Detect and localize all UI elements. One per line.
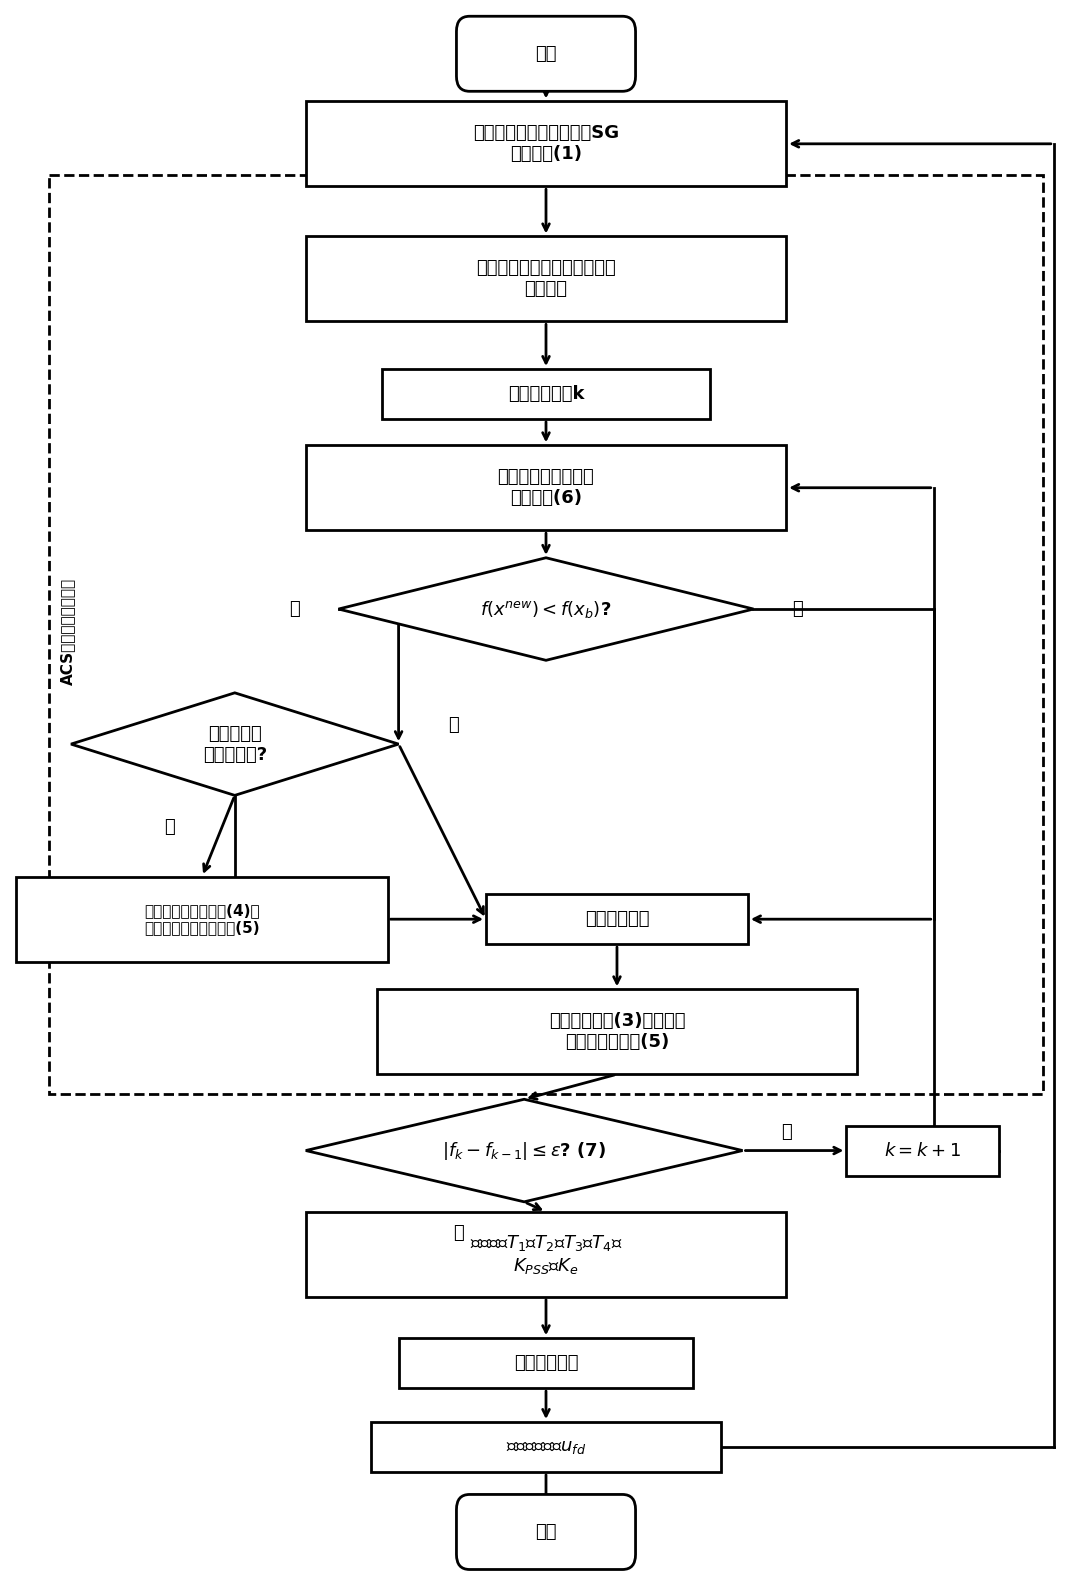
Text: 是: 是 xyxy=(453,1224,464,1242)
Text: 第一个搜索
移动已开始?: 第一个搜索 移动已开始? xyxy=(203,725,266,764)
Text: 输入电网频率偏差，建立SG
优化模型(1): 输入电网频率偏差，建立SG 优化模型(1) xyxy=(473,125,619,163)
Bar xyxy=(377,989,857,1074)
FancyBboxPatch shape xyxy=(456,16,636,92)
Text: 执行探索移动: 执行探索移动 xyxy=(584,910,650,929)
Bar xyxy=(399,1338,693,1387)
Text: 进行励磁调节: 进行励磁调节 xyxy=(513,1354,579,1372)
Text: 输出励磁电压$u_{fd}$: 输出励磁电压$u_{fd}$ xyxy=(506,1438,586,1455)
Bar xyxy=(306,1212,786,1297)
Text: 否: 否 xyxy=(781,1123,792,1141)
Bar xyxy=(846,1125,999,1175)
Text: 缩小优化变量的步长(4)，
确定新的搜索移动方向(5): 缩小优化变量的步长(4)， 确定新的搜索移动方向(5) xyxy=(144,903,260,935)
Text: 否: 否 xyxy=(164,818,175,835)
Text: 是: 是 xyxy=(792,600,803,619)
Text: 是: 是 xyxy=(448,717,459,734)
Text: 根据优化变量约束条件初始化
算法参数: 根据优化变量约束条件初始化 算法参数 xyxy=(476,259,616,299)
Bar xyxy=(49,176,1043,1095)
Bar xyxy=(486,894,748,944)
Bar xyxy=(306,101,786,187)
Text: 执行模式移动(3)，确定新
的搜索移动方向(5): 执行模式移动(3)，确定新 的搜索移动方向(5) xyxy=(548,1012,686,1050)
FancyBboxPatch shape xyxy=(456,1495,636,1569)
Text: $k=k+1$: $k=k+1$ xyxy=(885,1142,961,1160)
Text: 输出最优$T_1$、$T_2$、$T_3$、$T_4$、
$K_{PSS}$、$K_e$: 输出最优$T_1$、$T_2$、$T_3$、$T_4$、 $K_{PSS}$、$… xyxy=(470,1232,622,1275)
Bar xyxy=(306,445,786,530)
Polygon shape xyxy=(306,1099,743,1202)
Bar xyxy=(306,236,786,321)
Text: 结束: 结束 xyxy=(535,1523,557,1541)
Text: 开始: 开始 xyxy=(535,44,557,63)
Bar xyxy=(382,369,710,419)
Text: ACS算法整定参数流程: ACS算法整定参数流程 xyxy=(60,577,75,685)
Text: $|f_k-f_{k-1}|\leq\varepsilon$? (7): $|f_k-f_{k-1}|\leq\varepsilon$? (7) xyxy=(442,1139,606,1161)
Polygon shape xyxy=(339,558,753,660)
Bar xyxy=(371,1422,721,1471)
Text: 设置迭代次数k: 设置迭代次数k xyxy=(508,384,584,403)
Polygon shape xyxy=(71,693,399,796)
Text: 否: 否 xyxy=(289,600,300,619)
Text: 更新正向搜索的动态
选择概率(6): 更新正向搜索的动态 选择概率(6) xyxy=(498,468,594,508)
Text: $f(x^{new})<f(x_b)$?: $f(x^{new})<f(x_b)$? xyxy=(480,598,612,620)
Bar xyxy=(16,876,388,962)
